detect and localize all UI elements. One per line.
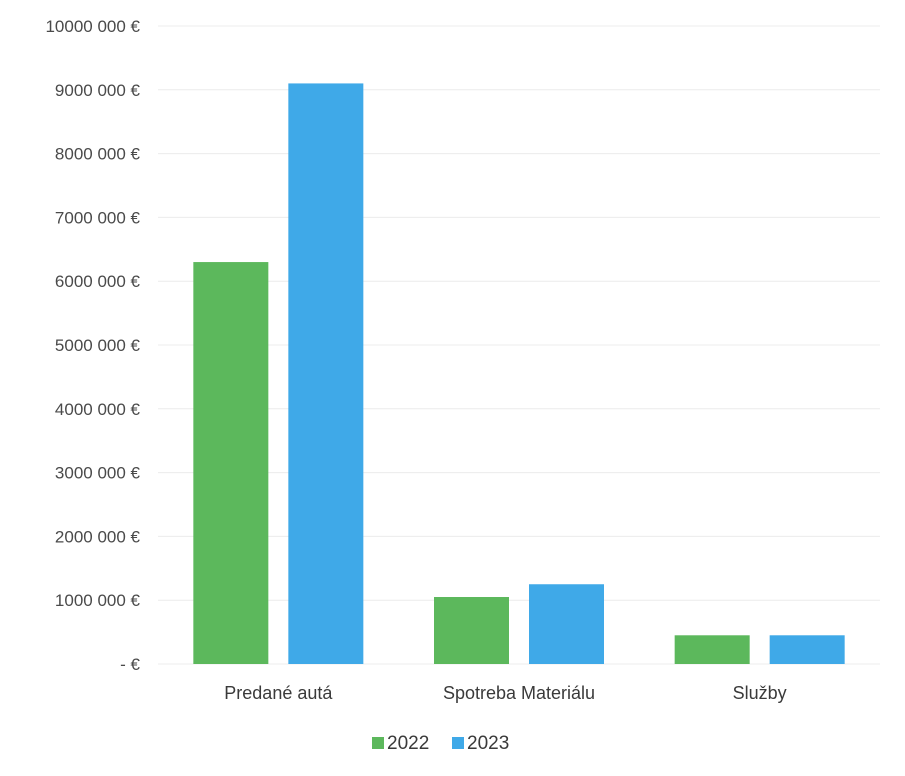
bar-2023-2 (769, 635, 845, 664)
legend-swatch-2022 (372, 737, 384, 749)
y-tick-label: 4000 000 € (55, 400, 141, 419)
grid-lines (158, 25, 880, 665)
y-tick-label: 6000 000 € (55, 272, 141, 291)
y-tick-label: 5000 000 € (55, 336, 141, 355)
bar-2023-0 (288, 83, 364, 665)
bars (193, 83, 845, 665)
y-tick-label: - € (120, 655, 140, 674)
y-tick-label: 9000 000 € (55, 81, 141, 100)
y-tick-label: 10000 000 € (45, 17, 140, 36)
category-label: Predané autá (224, 683, 333, 703)
legend-label: 2022 (387, 733, 429, 754)
legend-swatch-2023 (452, 737, 464, 749)
y-tick-label: 3000 000 € (55, 464, 141, 483)
category-label: Služby (733, 683, 787, 703)
bar-2022-2 (674, 635, 750, 664)
legend-label: 2023 (467, 733, 509, 754)
y-tick-label: 7000 000 € (55, 208, 141, 227)
bar-2022-0 (193, 262, 269, 664)
y-tick-label: 8000 000 € (55, 145, 141, 164)
x-axis-category-labels: Predané autá Spotreba Materiálu Služby (224, 683, 786, 703)
bar-2023-1 (529, 584, 604, 664)
legend: 2022 2023 (372, 733, 509, 754)
category-label: Spotreba Materiálu (443, 683, 595, 703)
y-tick-label: 2000 000 € (55, 527, 141, 546)
bar-2022-1 (434, 597, 509, 664)
y-tick-label: 1000 000 € (55, 591, 141, 610)
y-axis-tick-labels: - € 1000 000 € 2000 000 € 3000 000 € 4000 00… (45, 17, 140, 674)
